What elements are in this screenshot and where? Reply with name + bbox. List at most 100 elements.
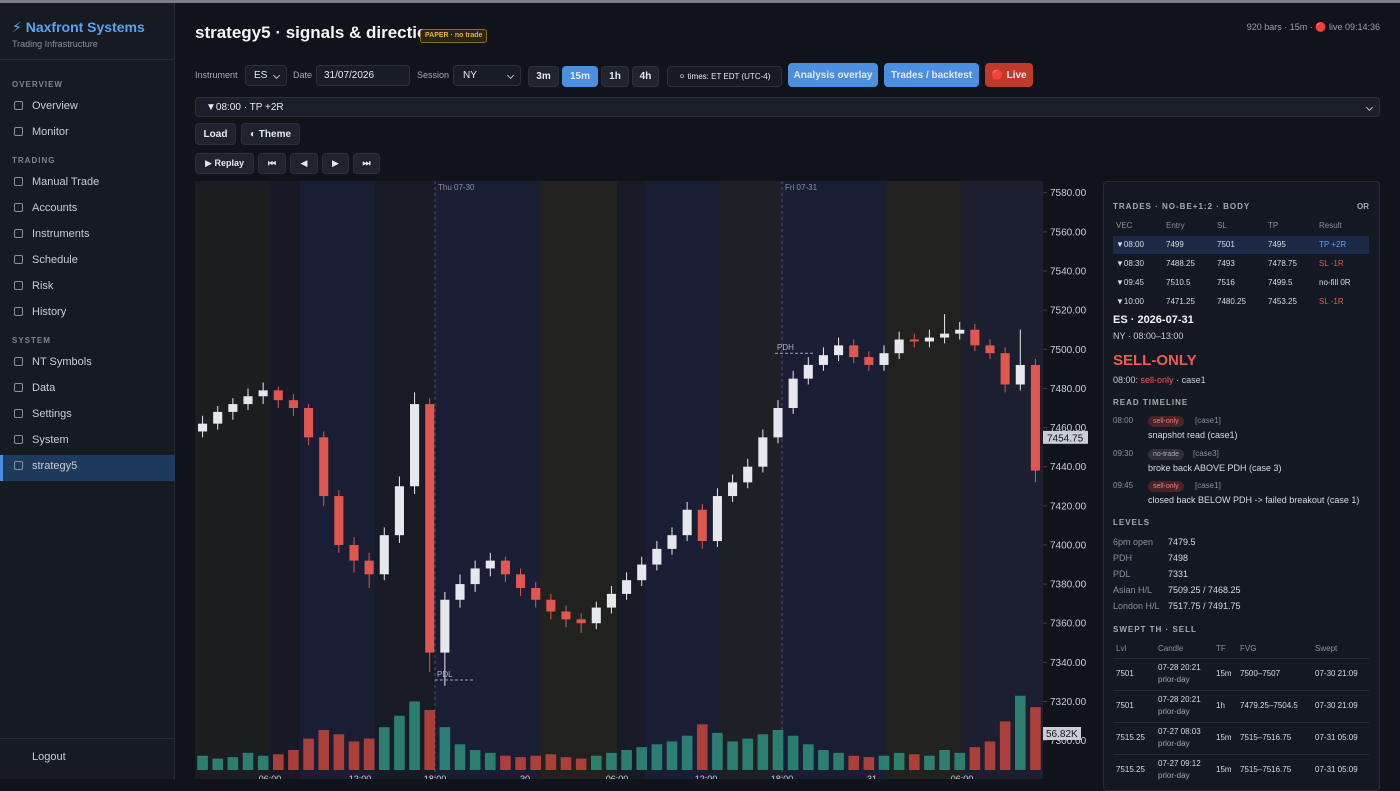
nav-icon [14,461,23,470]
nav-item[interactable]: strategy5 [32,460,78,472]
cell: ▼09:45 [1116,278,1144,287]
session-band [782,181,885,779]
nav-item[interactable]: Schedule [32,254,78,266]
level-value: 7498 [1168,553,1189,563]
nav-icon [14,229,23,238]
cell: 7501 [1116,701,1134,710]
nav-item[interactable]: Accounts [32,202,78,214]
brand: ⚡ Naxfront Systems [12,19,145,35]
session-band [962,181,1043,779]
column-header: Swept [1315,644,1338,653]
nav-item[interactable]: System [32,434,69,446]
action-button[interactable]: 🔴 Live [985,63,1033,87]
chart: 7580.00 7560.00 7540.00 7520.00 7500.00 7480.… [195,181,1088,779]
case: [case3] [1193,448,1219,458]
select[interactable]: NY [453,65,521,86]
timeframe-button[interactable]: 1h [601,66,629,87]
volume-bar [242,752,254,770]
replay-button[interactable]: ▶ [322,153,349,174]
candle-body [879,353,889,365]
cell: 7501 [1116,669,1134,678]
candle-body [834,345,844,356]
y-tick-label: 7380.00 [1050,580,1087,591]
volume-bar [666,741,678,770]
session-band [270,181,300,779]
section-title: TRADING [12,156,56,165]
candle-body [364,560,374,575]
volume-bar [575,758,587,770]
candle-body [425,404,435,653]
timeline-text: closed back BELOW PDH -> failed breakout… [1148,495,1360,505]
x-tick-label: 18:00 [771,774,794,779]
candle-body [304,407,314,438]
column-header: TP [1268,221,1279,230]
candle-body [576,619,586,624]
candle-body [228,404,238,412]
level-value: 7331 [1168,569,1189,579]
volume-bar [257,755,269,770]
volume-bar [787,735,799,770]
row-divider [1113,658,1369,659]
candle-body [970,329,980,346]
nav-item[interactable]: Monitor [32,126,69,138]
column-header: Entry [1166,221,1185,230]
select[interactable]: ES [245,65,287,86]
timeframe-button[interactable]: 3m [528,66,559,87]
volume-bar [712,732,723,770]
timezone-pill[interactable]: ⚪ times: ET EDT (UTC-4) [667,66,782,87]
timeframe-button[interactable]: 4h [632,66,659,87]
logout[interactable]: Logout [32,751,66,763]
level-value: 7509.25 / 7468.25 [1168,585,1241,595]
replay-button[interactable]: ⏮ [258,153,286,174]
nav-item[interactable]: History [32,306,67,318]
y-tick-label: 7540.00 [1050,267,1087,278]
action-button[interactable]: Analysis overlay [788,63,878,87]
date-input[interactable]: 31/07/2026 [316,65,410,86]
label: Instrument [195,70,238,80]
nav-item[interactable]: Manual Trade [32,176,100,188]
candle-body [909,339,919,342]
nav-icon [14,435,23,444]
column-header: TF [1216,644,1226,653]
nav-item[interactable]: Settings [32,408,72,420]
column-header: Candle [1158,644,1184,653]
replay-button[interactable]: ⏭ [353,153,380,174]
candle-body [258,390,268,397]
replay-button[interactable]: ◀ [290,153,318,174]
volume-bar [878,755,890,770]
nav-item[interactable]: Instruments [32,228,90,240]
nav-item[interactable]: Data [32,382,56,394]
candle-body [697,509,707,542]
candle-body [516,574,526,589]
x-tick-label: 12:00 [349,774,372,779]
cell: 7516 [1217,278,1235,287]
column-header: VEC [1116,221,1133,230]
nav-item[interactable]: NT Symbols [32,356,92,368]
candle-body [818,355,828,365]
level-name: PDL [1113,569,1131,579]
timeframe-button[interactable]: 15m [562,66,598,87]
signal-select[interactable]: ▼08:00 · TP +2R [195,97,1380,117]
candle-body [288,400,298,408]
column-header: SL [1217,221,1227,230]
volume-bar [772,730,784,770]
action-button[interactable]: Trades / backtest [884,63,979,87]
nav-item[interactable]: Risk [32,280,54,292]
cell: 7478.75 [1268,259,1297,268]
volume-bar [545,754,557,770]
time: 08:00 [1113,416,1134,425]
nav-item[interactable]: Overview [32,100,78,112]
nav-icon [14,177,23,186]
volume-bar [500,755,511,770]
y-tick-label: 7520.00 [1050,306,1087,317]
volume-bar [939,750,950,770]
candle-body [788,378,798,408]
cell: ▼08:00 [1116,240,1144,249]
volume-bar [560,757,572,770]
action-button[interactable]: Load [195,123,236,145]
action-button[interactable]: ◐ Theme [241,123,300,145]
candle-body [864,357,874,365]
candle-body [198,423,208,432]
replay-button[interactable]: ▶ Replay [195,153,254,174]
candle-body [546,599,556,612]
